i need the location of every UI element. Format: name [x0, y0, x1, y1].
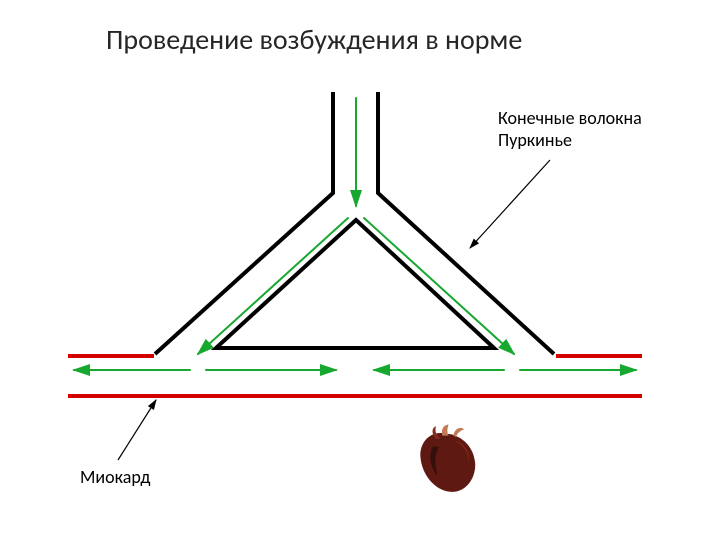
diagram-stage: { "canvas": {"w": 720, "h": 540, "backgr…	[0, 0, 720, 540]
heart-svg	[408, 420, 486, 498]
heart-icon	[408, 420, 486, 498]
conduction-diagram-svg	[0, 0, 720, 540]
